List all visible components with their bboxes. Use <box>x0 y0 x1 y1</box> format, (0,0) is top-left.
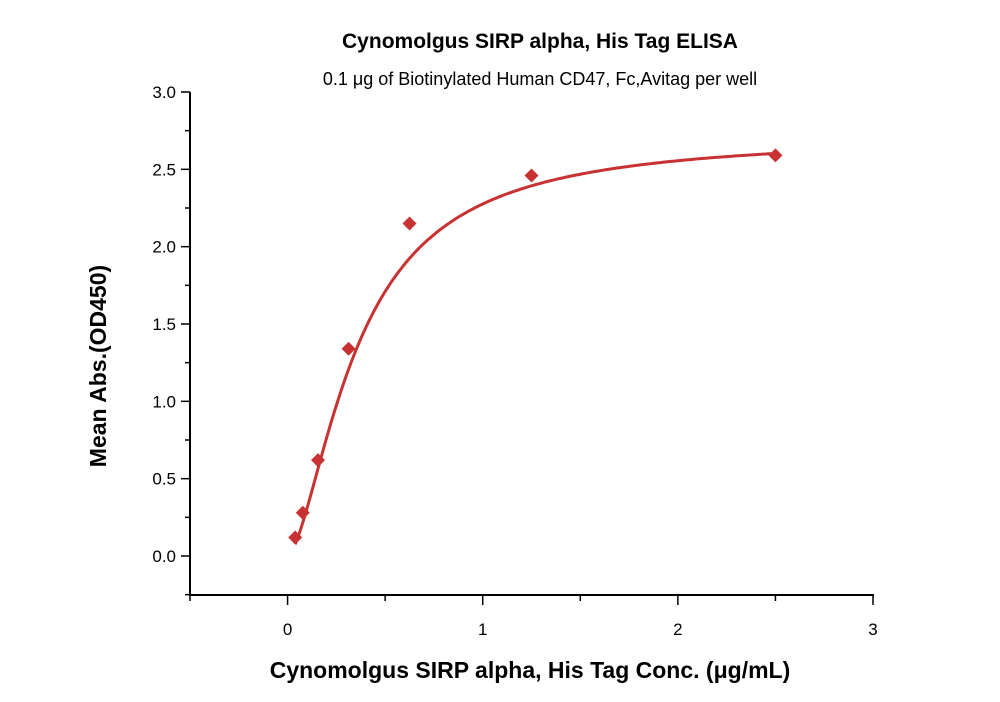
fit-curve <box>293 151 776 545</box>
data-point <box>768 148 783 163</box>
y-tick-label: 3.0 <box>152 83 176 102</box>
y-tick-label: 1.5 <box>152 315 176 334</box>
data-point <box>295 505 310 520</box>
data-points <box>288 148 783 545</box>
y-tick-label: 0.5 <box>152 470 176 489</box>
data-point <box>311 453 326 468</box>
chart-subtitle: 0.1 μg of Biotinylated Human CD47, Fc,Av… <box>323 69 757 89</box>
x-tick-labels: 0 1 2 3 <box>283 620 878 639</box>
axes <box>181 91 874 605</box>
data-point <box>402 216 417 231</box>
y-tick-label: 0.0 <box>152 547 176 566</box>
y-tick-label: 2.0 <box>152 238 176 257</box>
x-axis-label: Cynomolgus SIRP alpha, His Tag Conc. (μg… <box>270 657 791 683</box>
data-point <box>341 341 356 356</box>
x-tick-label: 0 <box>283 620 292 639</box>
chart-title: Cynomolgus SIRP alpha, His Tag ELISA <box>342 30 738 53</box>
y-tick-label: 1.0 <box>152 392 176 411</box>
data-point <box>288 530 303 545</box>
y-axis-label: Mean Abs.(OD450) <box>85 265 111 467</box>
y-tick-label: 2.5 <box>152 160 176 179</box>
x-tick-label: 1 <box>478 620 487 639</box>
x-tick-label: 3 <box>868 620 877 639</box>
data-point <box>524 168 539 183</box>
y-tick-labels: 0.0 0.5 1.0 1.5 2.0 2.5 3.0 <box>152 83 176 566</box>
x-tick-label: 2 <box>673 620 682 639</box>
